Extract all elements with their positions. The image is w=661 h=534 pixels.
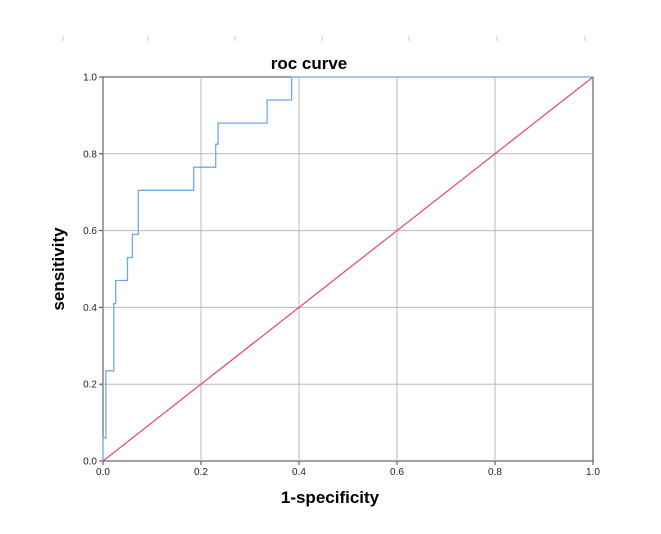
y-tick-label: 0.4	[83, 303, 97, 314]
y-axis-title: sensitivity	[49, 227, 68, 311]
x-tick-label: 0.8	[488, 467, 502, 478]
y-tick-label: 0.2	[83, 380, 97, 391]
x-tick-label: 0.0	[96, 467, 110, 478]
x-tick-label: 0.4	[292, 467, 306, 478]
x-tick-label: 1.0	[586, 467, 600, 478]
y-tick-label: 0.8	[83, 149, 97, 160]
x-tick-label: 0.2	[194, 467, 208, 478]
chart-title: roc curve	[271, 54, 348, 73]
series-layer	[102, 76, 594, 462]
reference-diagonal-line	[102, 76, 594, 462]
x-tick-label: 0.6	[390, 467, 404, 478]
x-axis-title: 1-specificity	[281, 488, 380, 507]
roc-curve-line	[102, 76, 593, 461]
y-tick-label: 0.0	[83, 457, 97, 468]
top-frame-ticks	[62, 36, 586, 41]
axis-ticks: 0.0 0.2 0.4 0.6 0.8 1.0 0.0 0.2 0.4 0.6 0.8 1.0	[83, 73, 600, 479]
y-tick-label: 0.6	[83, 226, 97, 237]
y-tick-label: 1.0	[83, 73, 97, 84]
grid-lines	[103, 77, 593, 461]
